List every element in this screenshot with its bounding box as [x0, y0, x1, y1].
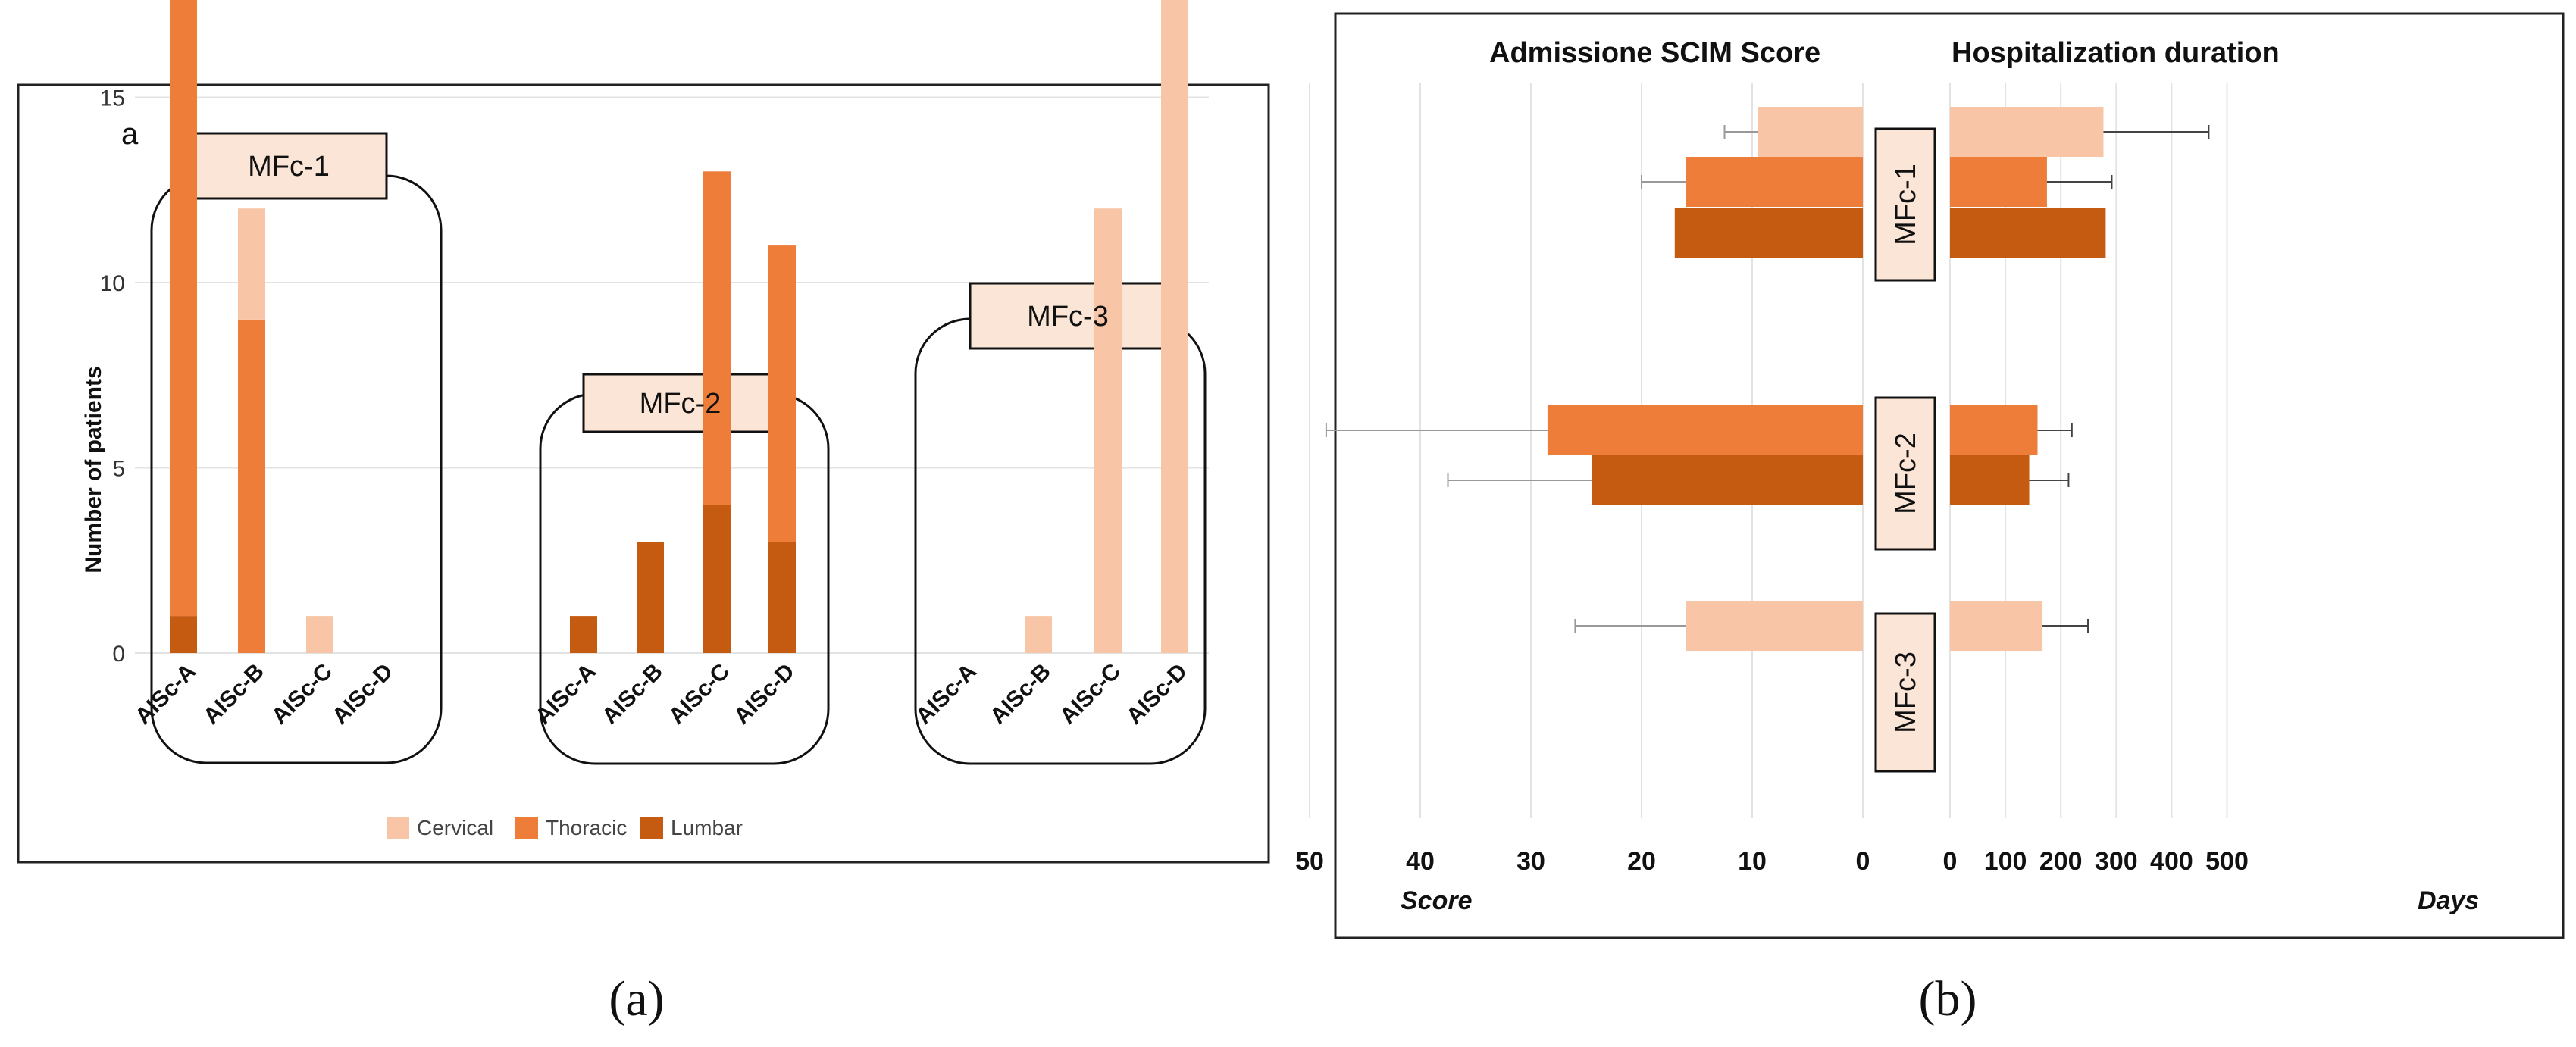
y-tick-label: 0	[112, 642, 125, 667]
bar-lumbar-mfc-2-aisc-d	[768, 542, 796, 653]
left-x-tick-label: 20	[1627, 847, 1656, 876]
caption-a: (a)	[609, 971, 664, 1027]
legend-label-thoracic: Thoracic	[546, 816, 627, 839]
left-x-tick-label: 30	[1516, 847, 1545, 876]
left-unit-label: Score	[1401, 886, 1473, 915]
bar-cervical-mfc-1-aisc-b	[238, 208, 265, 320]
right-x-tick-label: 300	[2095, 847, 2138, 876]
group-label: MFc-1	[248, 151, 330, 183]
group-label-box	[1874, 396, 1936, 551]
caption-b: (b)	[1919, 971, 1977, 1027]
group-label: MFc-2	[1890, 433, 1922, 514]
legend-label-cervical: Cervical	[417, 816, 493, 839]
group-label-box	[582, 373, 778, 433]
score-bar-cervical-mfc-3	[1686, 601, 1863, 651]
days-bar-cervical-mfc-3	[1950, 601, 2043, 651]
score-bar-lumbar-mfc-1	[1674, 208, 1863, 258]
bar-thoracic-mfc-1-aisc-b	[238, 319, 265, 653]
group-label: MFc-3	[1027, 301, 1109, 333]
left-x-tick-label: 0	[1856, 847, 1870, 876]
right-unit-label: Days	[2418, 886, 2479, 915]
right-x-tick-label: 0	[1943, 847, 1958, 876]
y-tick-label: 10	[100, 271, 125, 296]
y-tick-label: 5	[112, 457, 125, 482]
left-x-tick-label: 40	[1406, 847, 1435, 876]
panel-b-labels: 50 40 30 20 10 0 0 100 200 300 400 500MFc-1MFc-2MFc…	[1295, 127, 2249, 876]
legend-swatch-thoracic	[515, 817, 538, 839]
bar-lumbar-mfc-2-aisc-a	[570, 616, 597, 653]
group-label: MFc-1	[1890, 164, 1922, 245]
right-chart-title: Hospitalization duration	[1952, 37, 2280, 69]
y-axis-label: Number of patients	[81, 366, 106, 573]
panel-b-bars	[1325, 107, 2210, 651]
bar-lumbar-mfc-2-aisc-c	[703, 505, 731, 653]
right-x-tick-label: 200	[2039, 847, 2083, 876]
days-bar-lumbar-mfc-1	[1950, 208, 2106, 258]
bar-thoracic-mfc-2-aisc-d	[768, 245, 796, 542]
panel-a-bars	[170, 0, 1188, 653]
score-bar-thoracic-mfc-1	[1686, 157, 1863, 207]
right-x-tick-label: 100	[1984, 847, 2027, 876]
left-chart-title: Admissione SCIM Score	[1489, 37, 1820, 69]
days-bar-thoracic-mfc-1	[1950, 157, 2047, 207]
group-label-box	[189, 132, 388, 200]
group-label: MFc-3	[1890, 652, 1922, 733]
group-label-box	[1874, 612, 1936, 773]
score-bar-lumbar-mfc-2	[1592, 455, 1863, 505]
y-tick-label: 15	[100, 86, 125, 111]
panel-a-group-boxes	[150, 132, 1207, 765]
score-bar-cervical-mfc-1	[1758, 107, 1863, 157]
right-x-tick-label: 500	[2205, 847, 2249, 876]
bar-thoracic-mfc-2-aisc-c	[703, 171, 731, 505]
bar-lumbar-mfc-1-aisc-a	[170, 616, 197, 653]
score-bar-thoracic-mfc-2	[1547, 405, 1863, 455]
legend-swatch-lumbar	[640, 817, 663, 839]
bar-lumbar-mfc-2-aisc-b	[637, 542, 664, 653]
bar-thoracic-mfc-1-aisc-a	[170, 0, 197, 617]
bar-cervical-mfc-3-aisc-b	[1025, 616, 1052, 653]
legend: Cervical Thoracic Lumbar	[387, 816, 743, 839]
group-label: MFc-2	[640, 388, 721, 420]
left-x-tick-label: 10	[1738, 847, 1767, 876]
days-bar-thoracic-mfc-2	[1950, 405, 2038, 455]
right-x-tick-label: 400	[2150, 847, 2193, 876]
bar-cervical-mfc-3-aisc-d	[1161, 0, 1188, 653]
days-bar-lumbar-mfc-2	[1950, 455, 2030, 505]
days-bar-cervical-mfc-1	[1950, 107, 2104, 157]
bar-cervical-mfc-3-aisc-c	[1094, 208, 1122, 653]
group-label-box	[1874, 127, 1936, 282]
legend-swatch-cervical	[387, 817, 409, 839]
panel-a-frame	[17, 83, 1270, 864]
bar-cervical-mfc-1-aisc-c	[306, 616, 333, 653]
left-x-tick-label: 50	[1295, 847, 1324, 876]
panel-a-letter: a	[121, 117, 139, 151]
legend-label-lumbar: Lumbar	[671, 816, 743, 839]
